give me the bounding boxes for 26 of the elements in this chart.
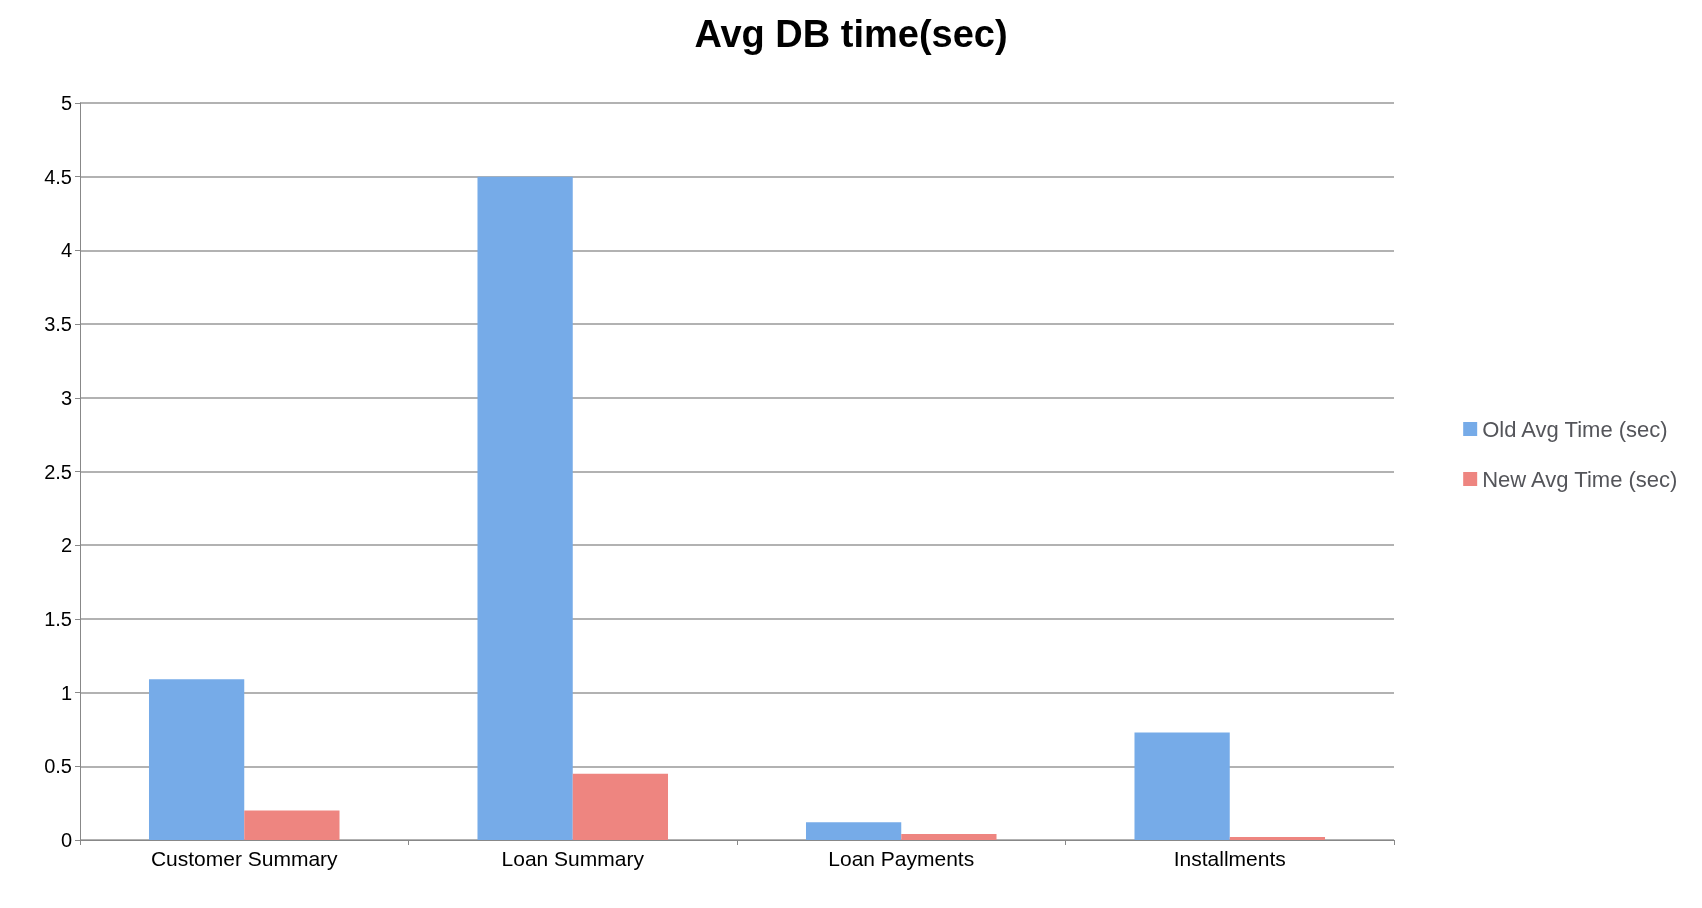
bar xyxy=(901,834,997,840)
y-tick-label: 1.5 xyxy=(44,607,72,630)
x-tick-label: Loan Payments xyxy=(828,847,975,870)
y-tick-label: 5 xyxy=(60,92,72,114)
y-tick-label: 2 xyxy=(60,534,72,557)
y-tick-label: 0 xyxy=(60,829,72,851)
x-tick-label: Installments xyxy=(1173,847,1286,870)
y-tick-label: 2.5 xyxy=(44,460,72,483)
bar xyxy=(805,822,902,840)
bar xyxy=(1134,732,1230,840)
bar xyxy=(1229,837,1326,840)
legend-label: Old Avg Time (sec) xyxy=(1482,416,1668,442)
bar xyxy=(572,773,669,840)
chart-title: Avg DB time(sec) xyxy=(694,13,1008,55)
y-tick-label: 0.5 xyxy=(44,755,72,778)
legend-label: New Avg Time (sec) xyxy=(1482,466,1678,492)
bar xyxy=(477,176,573,840)
y-tick-label: 4.5 xyxy=(44,165,72,188)
y-tick-label: 3.5 xyxy=(44,313,72,336)
bar xyxy=(148,679,245,840)
y-tick-label: 1 xyxy=(60,681,72,704)
y-tick-label: 3 xyxy=(60,386,72,409)
x-tick-label: Loan Summary xyxy=(501,847,645,870)
bar xyxy=(244,810,340,840)
x-tick-label: Customer Summary xyxy=(150,847,339,870)
y-tick-label: 4 xyxy=(60,239,72,262)
